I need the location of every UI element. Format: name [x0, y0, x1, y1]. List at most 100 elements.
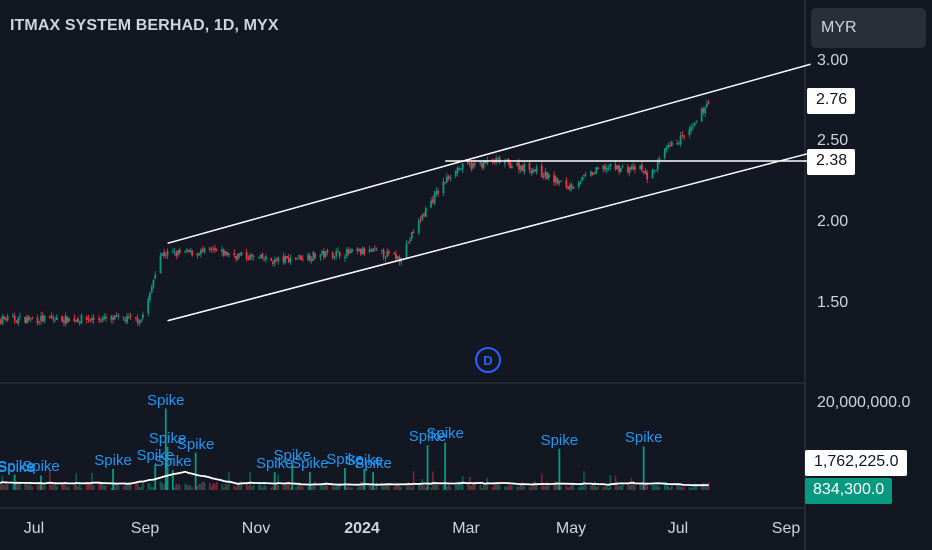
candle-body: [4, 318, 7, 321]
candle-body: [115, 315, 118, 317]
candle-body: [175, 252, 178, 256]
candle-body: [544, 171, 547, 177]
currency-selector[interactable]: MYR: [811, 8, 926, 48]
volume-bar: [432, 471, 434, 490]
volume-bar: [604, 486, 606, 490]
volume-bar: [73, 483, 76, 490]
volume-bar: [140, 487, 142, 490]
time-tick: Jul: [667, 520, 689, 537]
candle-body: [3, 316, 6, 320]
volume-spike-bar: [642, 446, 645, 490]
lower-channel-line[interactable]: [167, 152, 811, 322]
volume-bar: [518, 486, 520, 490]
candle-body: [6, 316, 9, 321]
candle-body: [688, 129, 691, 135]
volume-bar: [249, 471, 251, 490]
candle-body: [642, 171, 645, 173]
volume-bar: [495, 483, 497, 490]
volume-bar: [584, 482, 587, 490]
spike-label: Spike: [94, 451, 132, 469]
volume-bar: [628, 483, 631, 490]
volume-bar: [115, 485, 118, 490]
volume-bar: [173, 487, 176, 490]
candle-body: [68, 318, 71, 322]
candle-body: [702, 108, 705, 113]
candle-body: [570, 184, 573, 188]
volume-bar: [5, 481, 7, 490]
volume-bar: [653, 485, 656, 490]
candle-body: [50, 316, 53, 319]
volume-bar: [282, 484, 285, 490]
volume-bar: [203, 482, 206, 490]
candle-body: [1, 315, 4, 325]
spike-label: Spike: [408, 428, 447, 446]
volume-bar: [655, 484, 657, 490]
volume-bar: [149, 483, 151, 490]
volume-bar: [221, 484, 223, 490]
upper-channel-line[interactable]: [167, 63, 811, 245]
volume-spike-bar: [444, 442, 447, 490]
candle-body: [189, 249, 192, 252]
volume-bar: [54, 484, 56, 490]
volume-bar: [128, 482, 130, 490]
candle-body: [646, 172, 649, 180]
candle-body: [396, 256, 399, 259]
volume-bar: [186, 484, 188, 490]
candle-body: [628, 167, 631, 173]
candle-body: [77, 318, 79, 322]
volume-bar: [683, 486, 685, 490]
candle-body: [214, 248, 216, 251]
volume-bar: [597, 485, 599, 490]
volume-bar: [423, 484, 425, 490]
candle-body: [105, 316, 107, 319]
volume-bar: [251, 486, 253, 490]
candle-body: [679, 135, 682, 145]
volume-bar: [208, 482, 211, 490]
volume-bar: [200, 483, 202, 490]
volume-bar: [247, 485, 250, 490]
volume-series: [0, 408, 710, 490]
candle-body: [345, 249, 348, 257]
candle-body: [298, 255, 301, 258]
candle-body: [498, 157, 501, 163]
volume-bar: [658, 486, 661, 490]
time-tick: Jul: [23, 520, 45, 537]
candle-body: [163, 252, 165, 257]
volume-bar: [272, 486, 274, 490]
last-volume-badge: 834,300.0: [805, 478, 893, 504]
candle-body: [604, 166, 606, 170]
candle-body: [284, 256, 287, 263]
volume-bar: [605, 485, 608, 490]
volume-bar: [405, 486, 408, 490]
dividend-marker[interactable]: D: [475, 347, 501, 373]
spike-label: Spike: [176, 435, 215, 453]
volume-bar: [36, 484, 39, 490]
candle-body: [113, 315, 116, 320]
candle-body: [129, 315, 132, 317]
candle-body: [347, 249, 350, 254]
candle-body: [200, 249, 202, 255]
candle-body: [173, 251, 176, 253]
candle-body: [203, 247, 206, 253]
volume-bar: [607, 487, 610, 490]
volume-bar: [27, 485, 30, 490]
candle-body: [581, 176, 584, 181]
candle-body: [289, 258, 292, 262]
candle-body: [474, 163, 476, 165]
candle-body: [273, 259, 276, 264]
candle-body: [665, 147, 668, 150]
candle-body: [472, 162, 475, 168]
candle-body: [43, 316, 46, 321]
candle-body: [286, 255, 288, 258]
candle-body: [40, 316, 42, 322]
volume-bar: [419, 482, 422, 490]
spike-label: Spike: [540, 431, 579, 449]
candle-body: [212, 248, 215, 250]
candle-body: [423, 213, 425, 216]
candle-body: [38, 321, 41, 323]
candle-body: [184, 251, 187, 253]
volume-bar: [519, 482, 522, 490]
volume-bar: [358, 483, 360, 490]
volume-spike-bar: [344, 468, 346, 490]
